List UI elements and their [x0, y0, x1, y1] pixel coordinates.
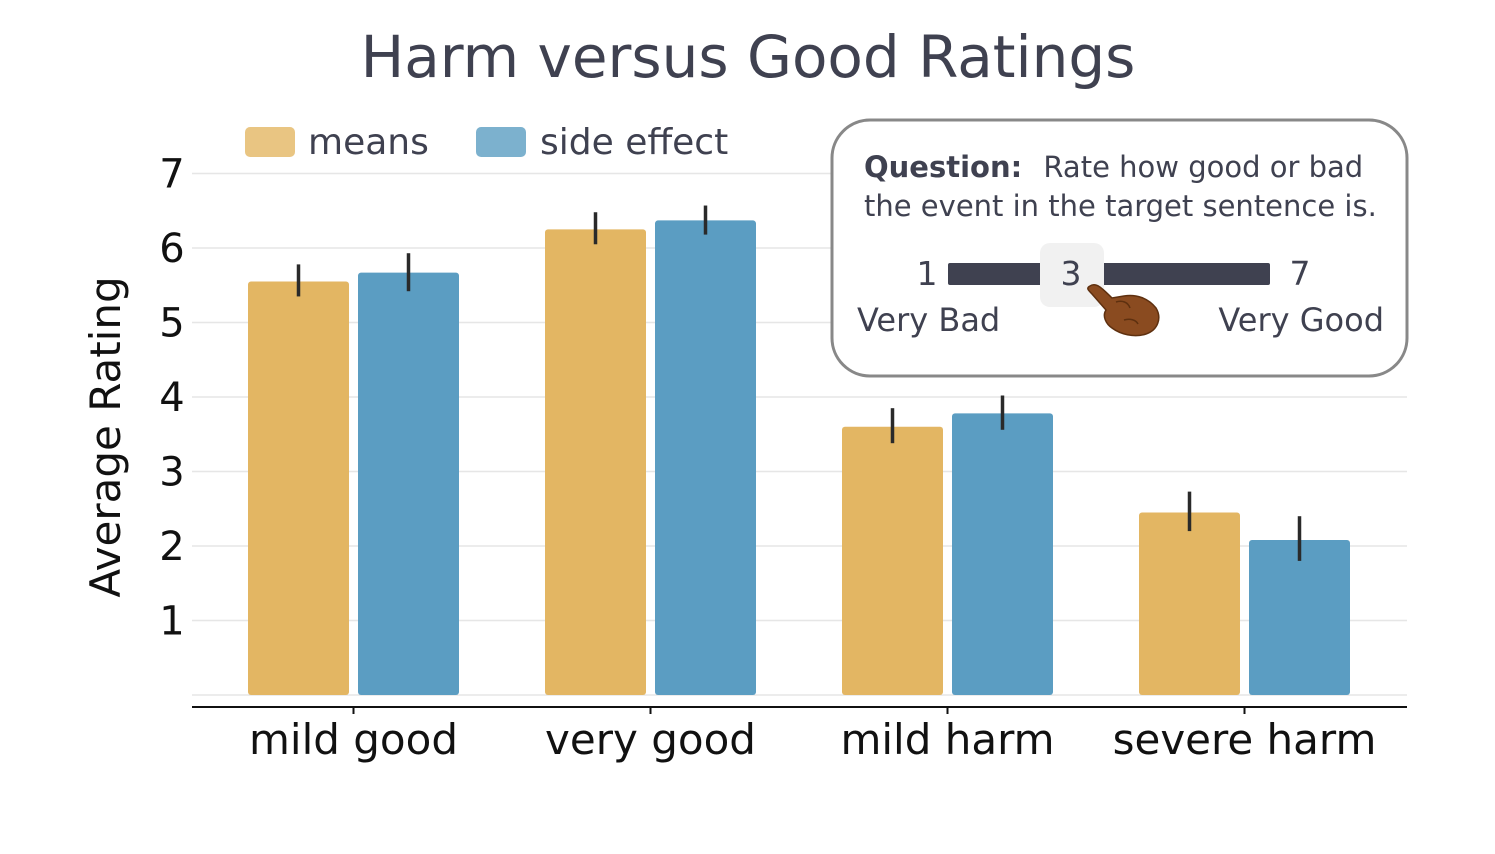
- rating-scale-bar: [948, 263, 1270, 285]
- y-tick-label: 3: [159, 450, 184, 496]
- bars: [248, 220, 1350, 695]
- chart-title: Harm versus Good Ratings: [361, 23, 1136, 91]
- y-tick-label: 7: [159, 152, 184, 198]
- bar-side-effect-mild-harm: [952, 413, 1053, 695]
- scale-max-value: 7: [1290, 254, 1311, 293]
- legend-swatch-side-effect: [476, 127, 526, 157]
- x-axis-ticks: mild good very good mild harm severe harm: [249, 707, 1376, 764]
- y-tick-label: 1: [159, 599, 184, 645]
- legend-label-side-effect: side effect: [540, 122, 728, 163]
- legend-swatch-means: [245, 127, 295, 157]
- legend: means side effect: [245, 122, 728, 163]
- bar-means-mild-good: [248, 281, 349, 695]
- selected-rating-marker: [1040, 243, 1104, 307]
- x-tick-label: mild harm: [840, 715, 1054, 764]
- x-tick-label: severe harm: [1113, 715, 1377, 764]
- bar-side-effect-severe-harm: [1249, 540, 1350, 695]
- scale-max-label: Very Good: [1218, 301, 1384, 339]
- y-tick-label: 5: [159, 301, 184, 347]
- x-tick-label: very good: [545, 715, 756, 764]
- y-tick-label: 6: [159, 226, 184, 272]
- scale-min-value: 1: [917, 254, 938, 293]
- pointing-hand-icon: [1087, 284, 1160, 337]
- question-text-line2: the event in the target sentence is.: [864, 189, 1377, 223]
- bar-side-effect-mild-good: [358, 272, 459, 695]
- legend-label-means: means: [308, 122, 429, 163]
- bar-side-effect-very-good: [655, 220, 756, 695]
- scale-min-label: Very Bad: [857, 301, 1000, 339]
- bar-means-mild-harm: [842, 426, 943, 695]
- y-tick-label: 2: [159, 524, 184, 570]
- x-tick-label: mild good: [249, 715, 458, 764]
- rating-question-box: Question: Rate how good or bad the event…: [830, 118, 1409, 378]
- question-text-line1: Rate how good or bad: [1043, 150, 1363, 184]
- bar-means-very-good: [545, 229, 646, 695]
- error-bars: [296, 205, 1302, 561]
- y-axis-label: Average Rating: [81, 276, 130, 597]
- question-label: Question:: [864, 150, 1022, 184]
- svg-text:Question: Rate how good: Question: Rate how good or bad: [864, 150, 1363, 184]
- y-tick-label: 4: [159, 375, 184, 421]
- bar-means-severe-harm: [1139, 512, 1240, 695]
- question-box-border: [830, 118, 1409, 378]
- selected-rating-value: 3: [1061, 254, 1082, 293]
- y-axis-ticks: 1 2 3 4 5 6 7: [159, 152, 184, 645]
